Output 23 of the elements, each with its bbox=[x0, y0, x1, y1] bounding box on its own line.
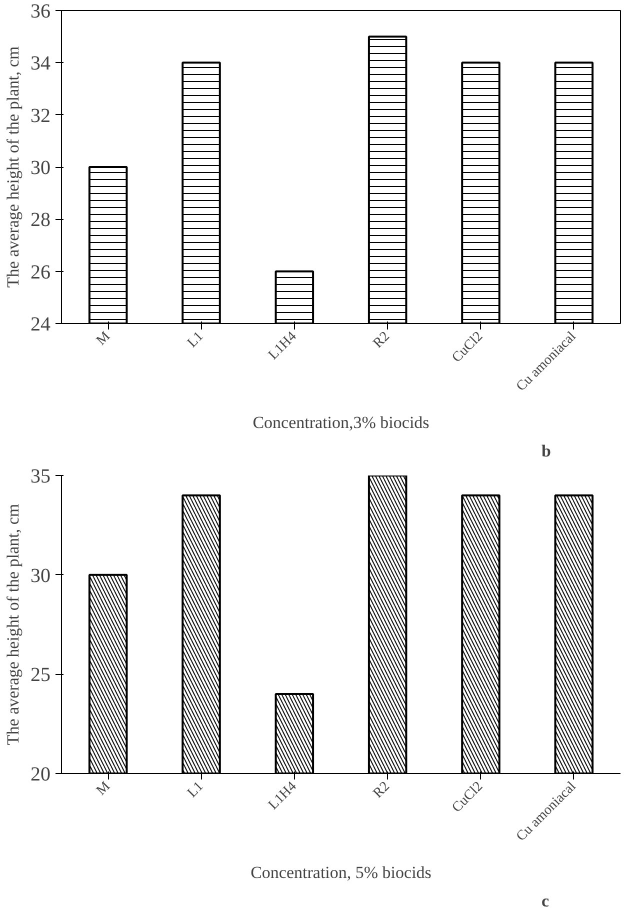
y-tick-label: 34 bbox=[30, 52, 50, 75]
y-tick-label: 30 bbox=[30, 157, 50, 179]
x-tick-label: M bbox=[94, 328, 114, 349]
x-tick-label: R2 bbox=[370, 779, 393, 802]
x-axis-title: Concentration,3% biocids bbox=[252, 412, 430, 432]
y-tick-label: 24 bbox=[30, 314, 50, 336]
y-tick-label: 20 bbox=[30, 764, 50, 786]
x-tick-label: R2 bbox=[370, 329, 393, 352]
x-axis-title: Concentration, 5% biocids bbox=[250, 862, 432, 882]
y-tick-label: 32 bbox=[30, 104, 50, 127]
y-tick-label: 35 bbox=[30, 466, 50, 488]
x-tick-label: L1 bbox=[184, 779, 207, 801]
y-tick-label: 30 bbox=[30, 564, 50, 587]
y-tick-label: 25 bbox=[30, 664, 50, 686]
x-tick-label: L1 bbox=[184, 329, 207, 351]
y-tick-label: 36 bbox=[30, 0, 50, 22]
y-tick-label: 28 bbox=[30, 209, 50, 232]
text: c bbox=[542, 892, 550, 910]
y-tick-label: 26 bbox=[30, 261, 50, 284]
x-tick-label: M bbox=[94, 778, 114, 799]
text: b bbox=[542, 442, 551, 460]
y-axis-title: The average height of the plant, cm bbox=[4, 46, 22, 288]
y-axis-title: The average height of the plant, cm bbox=[4, 504, 22, 746]
